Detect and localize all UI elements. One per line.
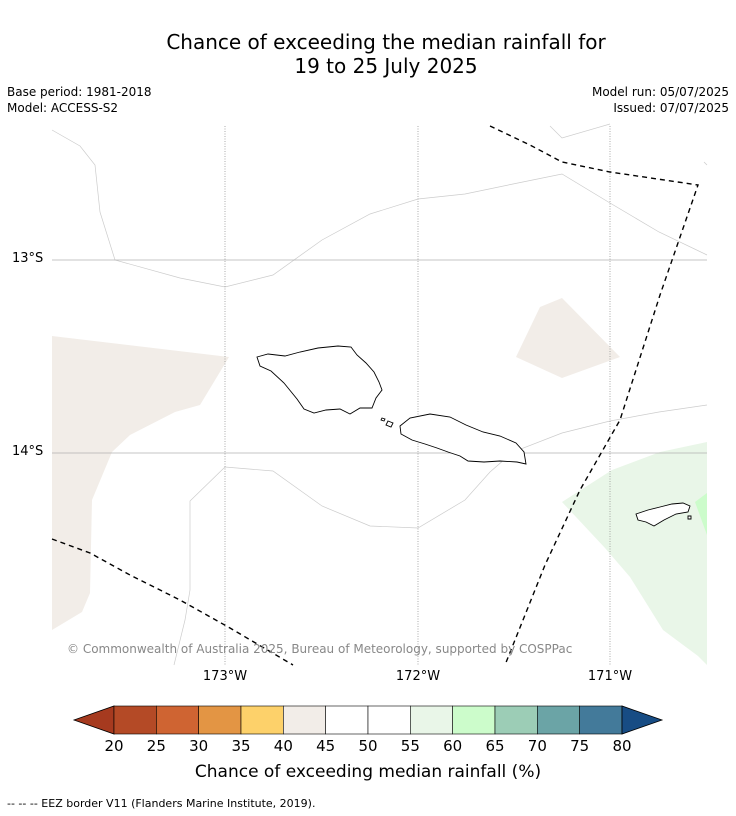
eez-footnote: -- -- -- EEZ border V11 (Flanders Marine… xyxy=(7,797,316,810)
colorbar-tick-label: 20 xyxy=(104,737,124,755)
base-period: Base period: 1981-2018 xyxy=(7,85,152,99)
colorbar-segment xyxy=(198,705,242,735)
lon-label-173w: 173°W xyxy=(202,669,248,684)
colorbar-extension-high xyxy=(621,705,664,735)
lon-label-171w: 171°W xyxy=(587,669,633,684)
colorbar-tick-label: 60 xyxy=(443,737,463,755)
lat-label-13s: 13°S xyxy=(12,251,44,266)
colorbar-segment xyxy=(283,705,326,735)
colorbar-tick-label: 65 xyxy=(485,737,505,755)
colorbar-tick-label: 50 xyxy=(358,737,378,755)
eez-border-line xyxy=(489,125,699,666)
eez-borders xyxy=(51,125,699,666)
colorbar-segment xyxy=(156,705,199,735)
colorbar-segment xyxy=(410,705,453,735)
region-55-60-east xyxy=(562,442,707,665)
colorbar-segment xyxy=(537,705,580,735)
eez-border-line xyxy=(51,538,294,666)
meta-right: Model run: 05/07/2025 Issued: 07/07/2025 xyxy=(592,84,729,116)
lon-label-172w: 172°W xyxy=(395,669,441,684)
islands xyxy=(256,345,692,527)
colorbar-segment xyxy=(367,705,411,735)
colorbar-tick-label: 40 xyxy=(273,737,293,755)
title-line-2: 19 to 25 July 2025 xyxy=(294,54,478,78)
colorbar-tick-label: 45 xyxy=(316,737,336,755)
colorbar-segment xyxy=(113,705,157,735)
contour-line xyxy=(549,123,611,139)
copyright-notice: © Commonwealth of Australia 2025, Bureau… xyxy=(67,642,573,656)
contour-lines xyxy=(51,123,708,666)
contour-line xyxy=(173,404,708,666)
apolima-island xyxy=(380,417,386,422)
model-run: Model run: 05/07/2025 xyxy=(591,85,729,99)
region-40-45-north xyxy=(516,298,620,378)
colorbar-segment xyxy=(240,705,284,735)
meta-left: Base period: 1981-2018 Model: ACCESS-S2 xyxy=(7,84,152,116)
upolu-island xyxy=(399,413,527,465)
colorbar-tick-label: 70 xyxy=(527,737,547,755)
colorbar-tick-label: 55 xyxy=(400,737,420,755)
contour-line xyxy=(51,129,708,288)
colorbar-tick-label: 80 xyxy=(612,737,632,755)
colorbar-segment xyxy=(494,705,538,735)
manono-island xyxy=(385,420,394,428)
aunuu-island xyxy=(687,515,692,520)
colorbar-extension-low xyxy=(72,705,115,735)
savaii-island xyxy=(256,345,383,415)
colorbar-tick-label: 75 xyxy=(570,737,590,755)
colorbar xyxy=(72,705,664,735)
map-title: Chance of exceeding the median rainfall … xyxy=(0,30,736,78)
colorbar-tick-label: 35 xyxy=(231,737,251,755)
colorbar-tick-label: 25 xyxy=(146,737,166,755)
tutuila-island xyxy=(635,502,691,527)
colorbar-segment xyxy=(452,705,496,735)
colorbar-title: Chance of exceeding median rainfall (%) xyxy=(194,762,542,782)
region-40-45-west xyxy=(52,336,229,630)
region-60-65-east xyxy=(695,493,707,535)
lat-label-14s: 14°S xyxy=(12,444,44,459)
colorbar-segment xyxy=(579,705,623,735)
colorbar-tick-label: 30 xyxy=(189,737,209,755)
graticule xyxy=(52,126,707,665)
contour-line xyxy=(703,161,708,166)
title-line-1: Chance of exceeding the median rainfall … xyxy=(166,30,606,54)
colorbar-segment xyxy=(325,705,369,735)
issued-date: Issued: 07/07/2025 xyxy=(613,101,729,115)
model-name: Model: ACCESS-S2 xyxy=(7,101,119,115)
